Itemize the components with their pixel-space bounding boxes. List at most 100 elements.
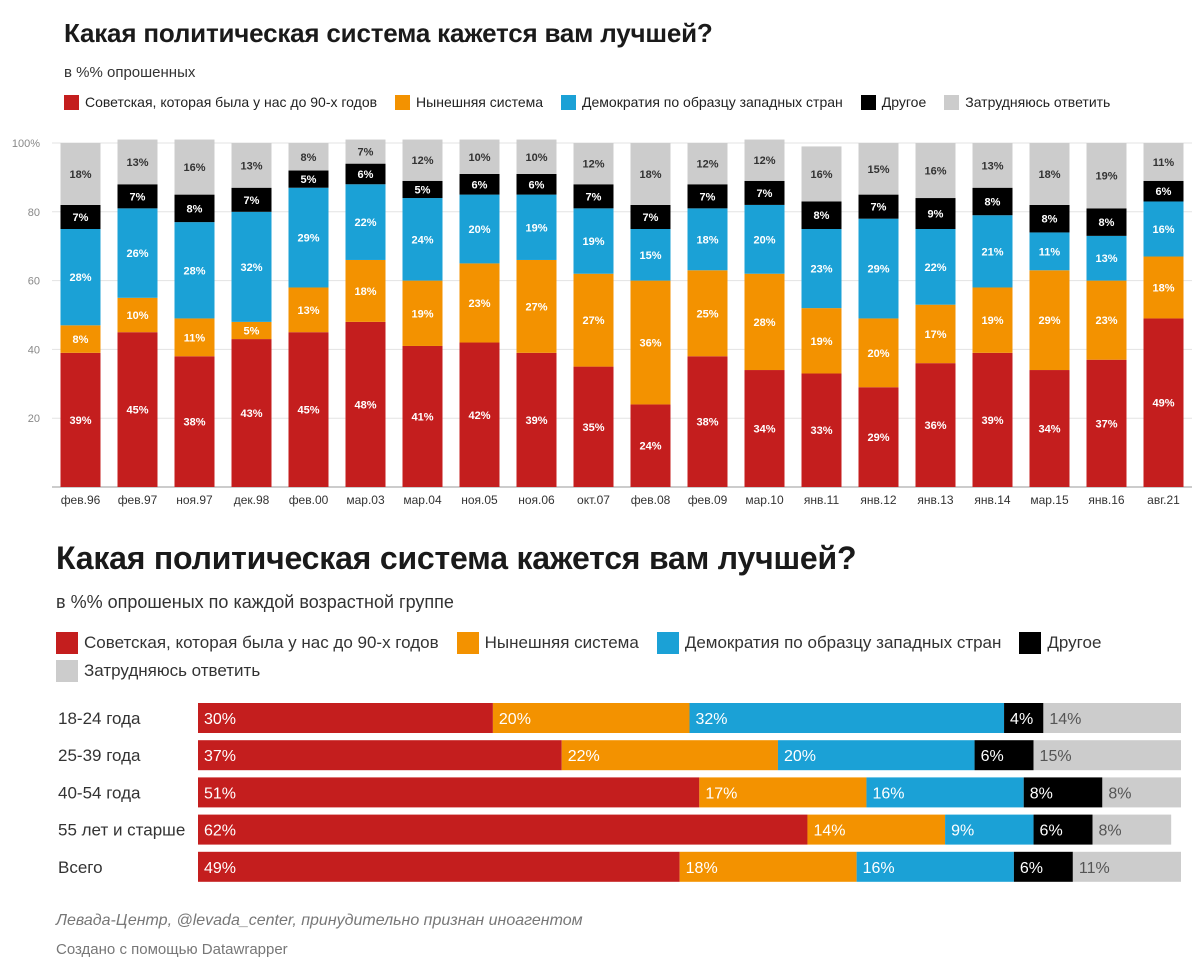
bar-segment-other (345, 163, 386, 185)
chart-bottom-legend: Советская, которая была у нас до 90-х го… (56, 632, 1156, 682)
x-tick-label: ноя.05 (461, 493, 498, 507)
bar-segment-current (60, 325, 101, 353)
data-label: 10% (468, 152, 490, 164)
bar-segment-other (1023, 777, 1103, 808)
bar-segment-western (573, 208, 614, 274)
bar-segment-soviet (744, 370, 785, 487)
bar-segment-soviet (198, 703, 493, 733)
data-label: 27% (525, 301, 547, 313)
data-label: 35% (582, 422, 604, 434)
x-tick-label: фев.00 (289, 493, 329, 507)
bar-segment-unsure (687, 143, 728, 185)
bar-segment-current (1086, 280, 1127, 360)
legend-item-current: Нынешняя система (395, 94, 543, 110)
x-tick-label: мар.10 (745, 493, 784, 507)
bar-segment-other (174, 194, 215, 223)
bar-segment-western (117, 208, 158, 298)
data-label: 14% (813, 823, 845, 840)
source-note: Левада-Центр, @levada_center, принудител… (56, 912, 583, 929)
legend-swatch-other (860, 94, 876, 110)
data-label: 43% (240, 408, 262, 420)
bar-segment-western (288, 187, 329, 288)
bar-segment-unsure (117, 139, 158, 185)
x-tick-label: мар.15 (1030, 493, 1069, 507)
data-label: 6% (1020, 860, 1043, 877)
data-label: 19% (810, 336, 832, 348)
chart-top-title: Какая политическая система кажется вам л… (64, 18, 713, 48)
data-label: 48% (354, 399, 376, 411)
x-tick-label: мар.03 (346, 493, 385, 507)
data-label: 12% (696, 159, 718, 171)
data-label: 18% (69, 169, 91, 181)
bar-segment-other (402, 180, 443, 199)
bar-segment-western (1086, 235, 1127, 281)
bar-segment-soviet (858, 387, 899, 487)
bar-segment-western (777, 740, 975, 771)
bar-segment-western (858, 218, 899, 319)
y-tick-label: 20 (28, 413, 40, 425)
legend-label: Нынешняя система (484, 633, 639, 652)
data-label: 51% (204, 785, 236, 802)
bar-segment-western (1143, 201, 1184, 257)
legend-swatch-unsure (944, 94, 960, 110)
data-label: 8% (985, 196, 1001, 208)
bar-segment-current (744, 273, 785, 371)
bar-segment-current (801, 308, 842, 374)
data-label: 14% (1049, 711, 1081, 728)
legend-label: Затрудняюсь ответить (965, 94, 1111, 110)
x-tick-label: янв.16 (1088, 493, 1125, 507)
bar-segment-soviet (402, 345, 443, 487)
data-label: 16% (810, 169, 832, 181)
bar-segment-western (174, 222, 215, 319)
legend-item-unsure: Затрудняюсь ответить (56, 660, 260, 682)
y-tick-label: 80 (28, 207, 40, 219)
data-label: 24% (411, 234, 433, 246)
data-label: 29% (867, 264, 889, 276)
bar-segment-current (1029, 270, 1070, 371)
data-label: 15% (1040, 748, 1072, 765)
data-label: 8% (187, 203, 203, 215)
data-label: 7% (643, 212, 659, 224)
data-label: 16% (183, 162, 205, 174)
data-label: 28% (69, 272, 91, 284)
bar-segment-soviet (345, 321, 386, 487)
data-label: 23% (468, 298, 490, 310)
data-label: 22% (568, 748, 600, 765)
data-label: 18% (1038, 169, 1060, 181)
bar-segment-other (1013, 851, 1073, 882)
data-label: 41% (411, 411, 433, 423)
legend-swatch-western (656, 632, 679, 654)
data-label: 15% (639, 250, 661, 262)
data-label: 6% (472, 179, 488, 191)
bar-segment-western (689, 703, 1005, 733)
x-tick-label: ноя.97 (176, 493, 213, 507)
row-label: 18-24 года (58, 709, 141, 728)
bar-segment-unsure (60, 143, 101, 205)
bar-segment-current (858, 318, 899, 388)
data-label: 22% (924, 262, 946, 274)
bar-segment-other (117, 184, 158, 209)
data-label: 33% (810, 425, 832, 437)
bar-segment-soviet (117, 332, 158, 487)
row-label: Всего (58, 858, 103, 877)
chart-top-plot: 20 40 60 80 100% 39% 8% 28% 7% 18% фев.96 45% 10% 26%… (12, 138, 1192, 507)
bar-segment-soviet (972, 352, 1013, 487)
legend-swatch-western (561, 94, 577, 110)
bar-segment-soviet (198, 851, 680, 882)
y-tick-label: 60 (28, 276, 40, 288)
data-label: 30% (204, 711, 236, 728)
x-tick-label: фев.08 (631, 493, 671, 507)
data-label: 19% (582, 236, 604, 248)
data-label: 7% (358, 147, 374, 159)
data-label: 19% (525, 222, 547, 234)
data-label: 19% (1095, 171, 1117, 183)
data-label: 12% (411, 155, 433, 167)
data-label: 16% (1152, 224, 1174, 236)
legend-label: Другое (881, 94, 927, 110)
data-label: 49% (1152, 398, 1174, 410)
bar-segment-other (687, 184, 728, 209)
bar-segment-unsure (1092, 814, 1172, 845)
bar-segment-current (679, 851, 857, 882)
data-label: 38% (183, 417, 205, 429)
data-label: 18% (1152, 282, 1174, 294)
